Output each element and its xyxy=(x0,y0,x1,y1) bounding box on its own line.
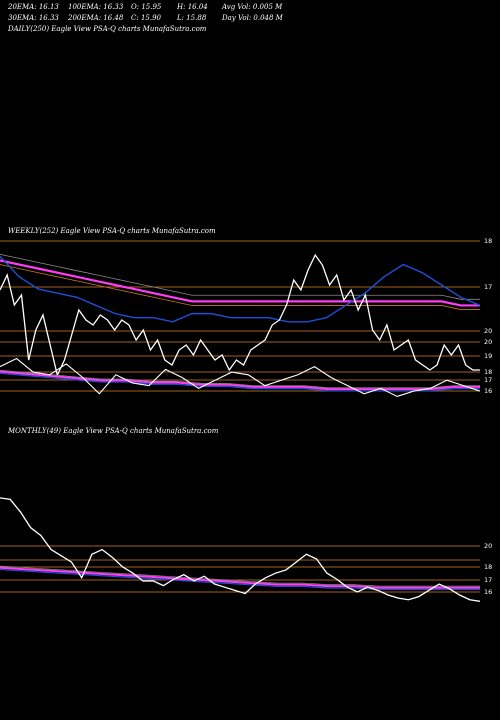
dayvol-stat: Day Vol: 0.048 M xyxy=(222,14,283,22)
monthly-price-line xyxy=(0,497,481,602)
weekly-tick-label: 18 xyxy=(484,368,492,376)
ema200-stat: 200EMA: 16.48 xyxy=(68,14,124,22)
weekly-tick-label: 20 xyxy=(484,327,492,335)
monthly-tick-label: 16 xyxy=(484,588,492,596)
weekly-tick-label: 19 xyxy=(484,352,492,360)
weekly-ema-grey-line xyxy=(0,253,480,300)
monthly-tick-label: 18 xyxy=(484,563,492,571)
weekly-tick-label: 20 xyxy=(484,338,492,346)
daily-panel-label: DAILY(250) Eagle View PSA-Q charts Munaf… xyxy=(8,25,207,33)
monthly-ema-grey-line xyxy=(0,565,480,587)
ema30-stat: 30EMA: 16.33 xyxy=(8,14,59,22)
weekly-low-price-line xyxy=(0,357,481,398)
weekly-ema-fast-line xyxy=(0,255,481,323)
weekly-low-ema-fast-line xyxy=(0,372,480,392)
weekly-low-ema-grey-line xyxy=(0,369,480,389)
weekly-low-ema-slow-line xyxy=(0,370,480,391)
monthly-tick-label: 17 xyxy=(484,576,492,584)
ema100-stat: 100EMA: 16.33 xyxy=(68,3,124,11)
weekly-tick-label: 16 xyxy=(484,387,492,395)
close-stat: C: 15.90 xyxy=(131,14,161,22)
weekly-tick-label: 18 xyxy=(484,237,492,245)
weekly-tick-label: 17 xyxy=(484,376,492,384)
open-stat: O: 15.95 xyxy=(131,3,162,11)
weekly-tick-label: 17 xyxy=(484,283,492,291)
weekly-ema-slow-line xyxy=(0,259,480,307)
high-stat: H: 16.04 xyxy=(177,3,208,11)
monthly-panel-label: MONTHLY(49) Eagle View PSA-Q charts Muna… xyxy=(8,427,219,435)
low-stat: L: 15.88 xyxy=(177,14,207,22)
monthly-ema-slow-line xyxy=(0,566,480,589)
weekly-price-line xyxy=(0,253,480,377)
weekly-ema-mid-line xyxy=(0,264,480,310)
ema20-stat: 20EMA: 16.13 xyxy=(8,3,59,11)
weekly-panel-label: WEEKLY(252) Eagle View PSA-Q charts Muna… xyxy=(8,227,216,235)
monthly-tick-label: 20 xyxy=(484,542,492,550)
avgvol-stat: Avg Vol: 0.005 M xyxy=(222,3,283,11)
